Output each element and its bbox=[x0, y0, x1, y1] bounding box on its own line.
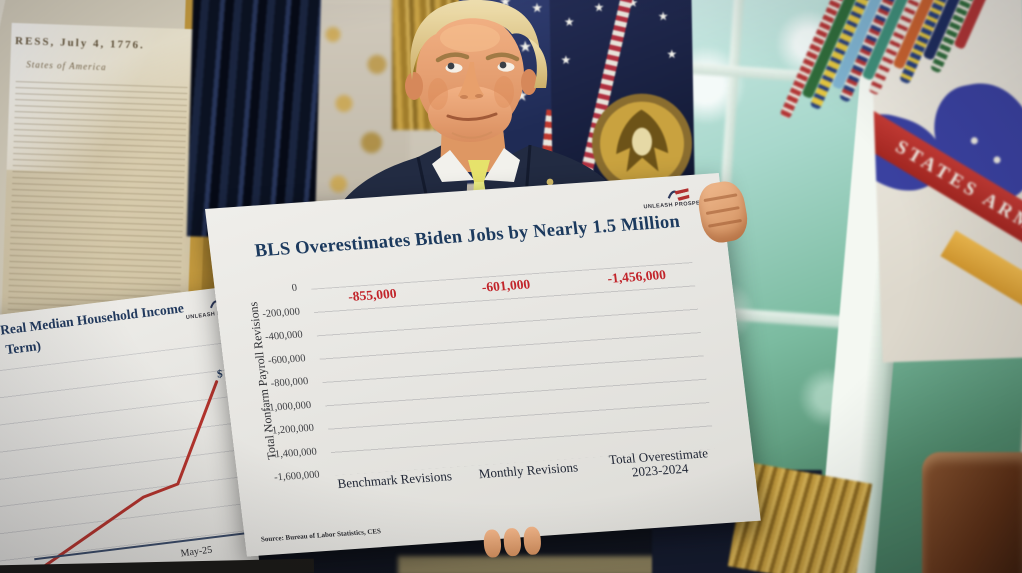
fingertip bbox=[522, 526, 542, 556]
y-axis-ticks: 0 -200,000 -400,000 -600,000 -800,000 -1… bbox=[229, 283, 325, 484]
y-tick-label: -1,400,000 bbox=[270, 446, 318, 461]
unleash-prosperity-logo: UNLEASH PROSPERITY bbox=[642, 186, 715, 210]
y-tick-label: -1,600,000 bbox=[273, 469, 321, 484]
left-poster-title-line2: Term) bbox=[4, 337, 42, 358]
document-handwriting-lines bbox=[7, 81, 188, 325]
army-flag-yellow-scroll bbox=[940, 230, 1022, 363]
chair-back-blur bbox=[398, 556, 666, 573]
source-note: Source: Bureau of Labor Statistics, CES bbox=[260, 527, 382, 544]
y-tick-label: -1,200,000 bbox=[267, 422, 315, 437]
finger-crease bbox=[705, 206, 740, 215]
y-tick-label: -600,000 bbox=[267, 352, 307, 367]
plot-area: -855,000 -601,000 -1,456,000 bbox=[311, 262, 715, 476]
bar-total-overestimate: -1,456,000 bbox=[607, 264, 667, 286]
wooden-chair bbox=[922, 452, 1022, 573]
y-tick-label: -1,000,000 bbox=[265, 399, 312, 414]
bar-benchmark-revisions: -855,000 bbox=[347, 282, 398, 305]
fingertip bbox=[482, 528, 502, 559]
y-tick-label: -400,000 bbox=[264, 329, 304, 343]
y-tick-label: -200,000 bbox=[261, 306, 301, 320]
fingertip bbox=[502, 527, 522, 557]
finger-crease bbox=[703, 193, 738, 203]
y-tick-label: -800,000 bbox=[270, 376, 310, 390]
category-label: Total Overestimate 2023-2024 bbox=[608, 445, 710, 481]
y-tick-label: 0 bbox=[291, 282, 298, 295]
presidential-seal-eagle-icon bbox=[592, 93, 693, 194]
bar-value-label: -601,000 bbox=[480, 276, 532, 295]
bar-value-label: -1,456,000 bbox=[606, 266, 667, 286]
presidential-flag bbox=[549, 0, 697, 300]
campaign-streamers bbox=[779, 0, 1022, 160]
finger-crease bbox=[707, 218, 742, 228]
bar-value-label: -855,000 bbox=[347, 285, 398, 305]
unleash-prosperity-logo-icon bbox=[667, 188, 690, 201]
line-end-dollar-label: $ bbox=[216, 367, 224, 381]
income-line-chart bbox=[37, 380, 219, 572]
bar-monthly-revisions: -601,000 bbox=[480, 273, 532, 296]
main-poster-bar-chart: BLS Overestimates Biden Jobs by Nearly 1… bbox=[205, 173, 761, 557]
hand-holding-poster-bottom bbox=[482, 526, 545, 562]
chart-title: BLS Overestimates Biden Jobs by Nearly 1… bbox=[253, 211, 682, 262]
